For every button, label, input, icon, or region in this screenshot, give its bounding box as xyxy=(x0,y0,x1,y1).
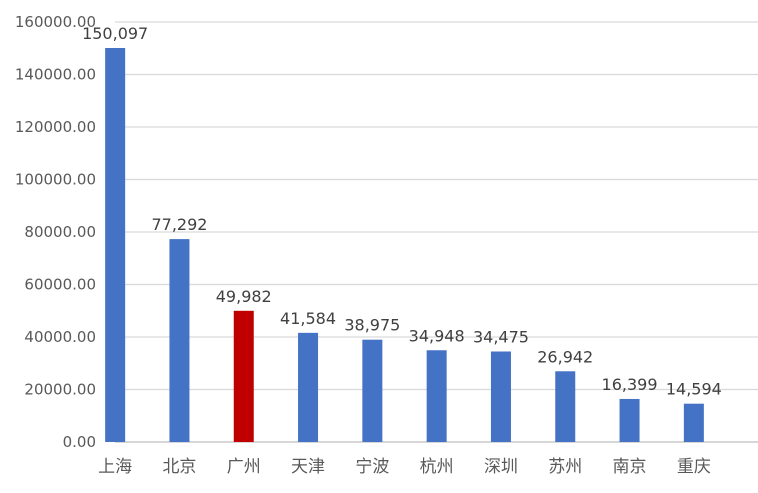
bar xyxy=(298,332,319,442)
data-label: 49,982 xyxy=(216,287,272,306)
bar xyxy=(169,239,190,442)
y-tick-label: 0.00 xyxy=(63,433,96,451)
category-label: 重庆 xyxy=(677,457,711,477)
data-label: 34,948 xyxy=(409,326,465,345)
category-label: 天津 xyxy=(291,457,325,477)
data-label: 150,097 xyxy=(82,24,148,43)
category-label: 宁波 xyxy=(355,457,389,477)
category-label: 南京 xyxy=(613,457,647,477)
bar xyxy=(362,339,383,442)
bars xyxy=(105,47,704,443)
y-tick-label: 60000.00 xyxy=(24,276,96,294)
data-label: 41,584 xyxy=(280,309,336,328)
bar xyxy=(426,350,447,442)
category-label: 北京 xyxy=(162,457,196,477)
gridlines xyxy=(115,21,758,443)
bar xyxy=(619,398,640,442)
data-label: 77,292 xyxy=(151,215,207,234)
x-axis-category-labels: 上海 北京 广州 天津 宁波 杭州 深圳 苏州 南京 重庆 xyxy=(98,457,711,477)
y-tick-label: 80000.00 xyxy=(24,223,96,241)
category-label: 广州 xyxy=(227,457,261,477)
bar xyxy=(105,47,126,443)
y-tick-label: 160000.00 xyxy=(15,13,96,31)
data-labels: 150,097 77,292 49,982 41,584 38,975 34,948 34,… xyxy=(82,24,722,399)
y-tick-label: 40000.00 xyxy=(24,328,96,346)
y-tick-label: 140000.00 xyxy=(15,66,96,84)
category-label: 深圳 xyxy=(484,457,518,477)
bar xyxy=(490,351,511,442)
data-label: 14,594 xyxy=(666,380,722,399)
y-tick-label: 120000.00 xyxy=(15,118,96,136)
category-label: 上海 xyxy=(98,457,132,477)
category-label: 杭州 xyxy=(420,457,454,477)
y-tick-label: 100000.00 xyxy=(15,171,96,189)
y-tick-label: 20000.00 xyxy=(24,381,96,399)
bar xyxy=(683,403,704,442)
y-axis-tick-labels: 0.00 20000.00 40000.00 60000.00 80000.00 1000… xyxy=(15,13,96,451)
bar xyxy=(555,371,576,442)
data-label: 26,942 xyxy=(537,347,593,366)
data-label: 34,475 xyxy=(473,328,529,347)
bar xyxy=(233,310,254,442)
category-label: 苏州 xyxy=(548,457,582,477)
data-label: 38,975 xyxy=(344,316,400,335)
data-label: 16,399 xyxy=(602,375,658,394)
